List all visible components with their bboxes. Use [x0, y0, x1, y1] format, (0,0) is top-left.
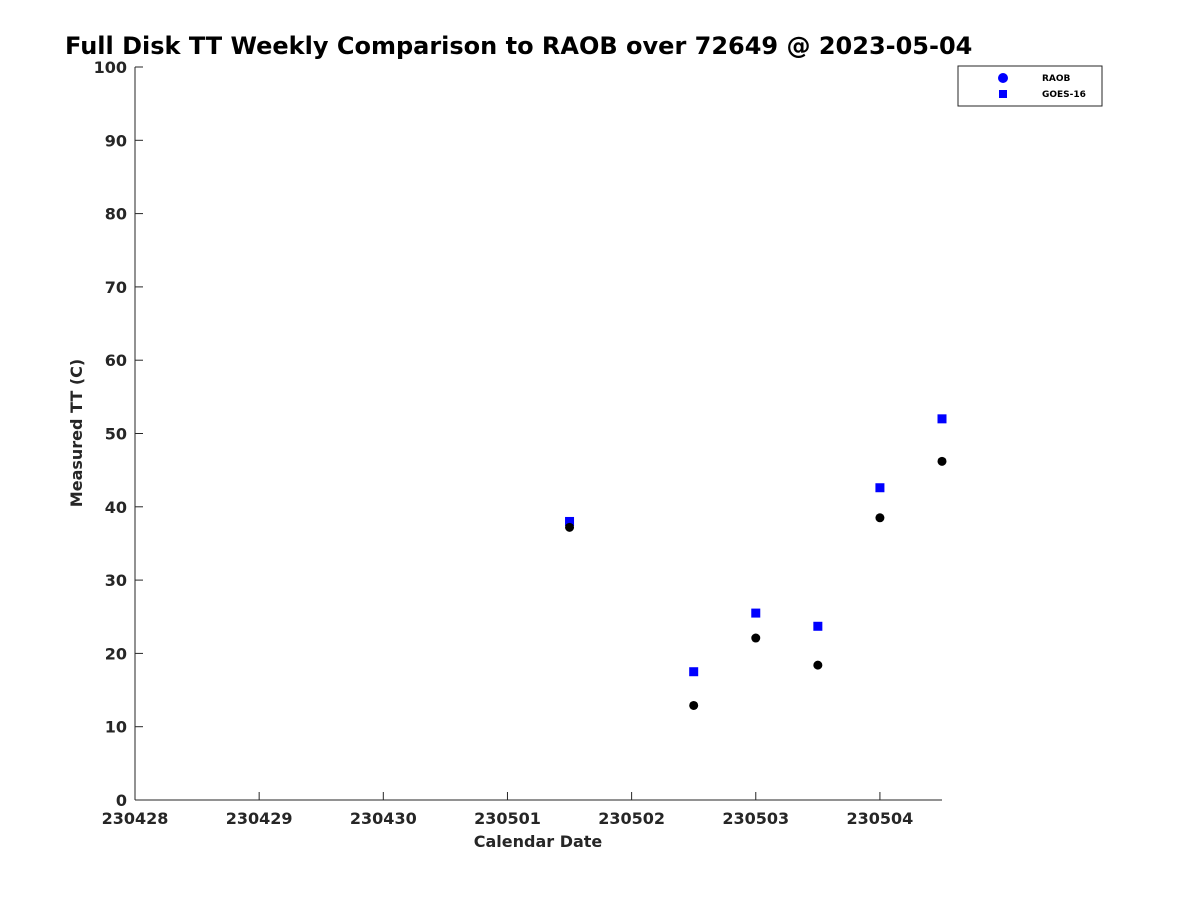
point-goes16 [751, 608, 761, 618]
y-tick-label: 60 [105, 351, 127, 370]
x-tick-label: 230501 [474, 809, 541, 828]
y-tick-label: 40 [105, 498, 127, 517]
y-ticks: 0 10 20 30 40 50 60 70 80 90 100 [94, 58, 143, 810]
x-tick-label: 230504 [847, 809, 914, 828]
point-goes16 [565, 516, 575, 526]
legend-box [957, 65, 1103, 107]
x-tick-label: 230430 [350, 809, 417, 828]
point-goes16 [813, 621, 823, 631]
x-tick-label: 230502 [598, 809, 665, 828]
point-raob [689, 700, 699, 710]
y-tick-label: 10 [105, 718, 127, 737]
point-raob [875, 513, 885, 523]
legend-label-goes16: GOES-16 [1042, 90, 1086, 100]
point-goes16 [937, 414, 947, 424]
y-tick-label: 30 [105, 571, 127, 590]
data-points [565, 414, 947, 710]
legend: RAOB GOES-16 [957, 65, 1103, 107]
legend-label-raob: RAOB [1042, 74, 1071, 84]
point-goes16 [875, 483, 885, 493]
plot-axes [134, 67, 942, 801]
point-raob [565, 522, 575, 532]
y-tick-label: 50 [105, 425, 127, 444]
y-tick-label: 100 [94, 58, 127, 77]
x-tick-label: 230429 [226, 809, 293, 828]
y-axis-label: Measured TT (C) [67, 359, 86, 507]
x-tick-label: 230428 [102, 809, 169, 828]
y-tick-label: 70 [105, 278, 127, 297]
point-goes16 [689, 667, 699, 677]
chart-title: Full Disk TT Weekly Comparison to RAOB o… [65, 32, 972, 60]
x-tick-label: 230503 [722, 809, 789, 828]
y-tick-label: 90 [105, 131, 127, 150]
point-raob [751, 633, 761, 643]
legend-marker-goes16 [999, 90, 1007, 98]
y-tick-label: 20 [105, 644, 127, 663]
point-raob [937, 456, 947, 466]
x-axis-label: Calendar Date [474, 832, 603, 851]
legend-marker-raob [998, 73, 1008, 83]
point-raob [813, 660, 823, 670]
x-ticks: 230428 230429 230430 230501 230502 230503 2305… [102, 792, 914, 828]
y-tick-label: 80 [105, 205, 127, 224]
y-tick-label: 0 [116, 791, 127, 810]
